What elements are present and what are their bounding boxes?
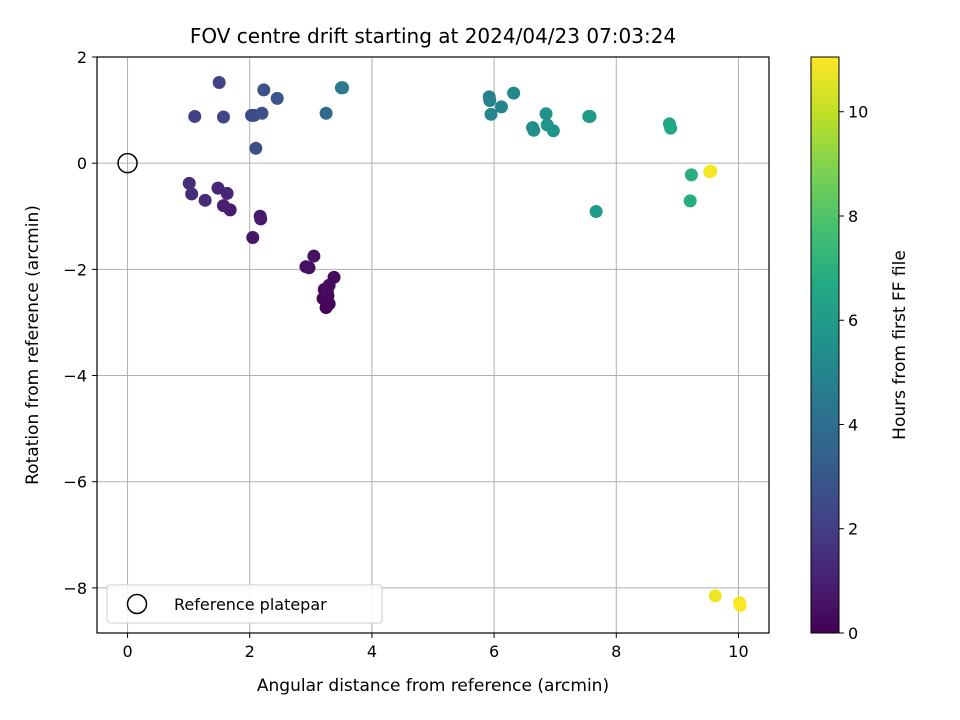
x-tick-label: 6 [489, 642, 499, 661]
gridlines [97, 56, 769, 633]
data-point [307, 249, 321, 263]
chart-title: FOV centre drift starting at 2024/04/23 … [190, 24, 676, 48]
x-tick-label: 2 [245, 642, 255, 661]
colorbar-tick-label: 8 [848, 207, 858, 226]
data-point [211, 181, 225, 195]
data-point [483, 94, 497, 108]
data-point [212, 75, 226, 89]
data-point [664, 121, 678, 135]
data-point [319, 106, 333, 120]
legend-box [106, 584, 383, 624]
data-point [182, 176, 196, 190]
colorbar-tick-label: 2 [848, 520, 858, 539]
data-point [270, 91, 284, 105]
x-tick-label: 0 [122, 642, 132, 661]
legend: Reference platepar [106, 584, 383, 624]
x-axis-ticks: 0 2 4 6 8 10 [122, 633, 749, 661]
data-point [257, 83, 271, 97]
data-point [188, 109, 202, 123]
colorbar-frame [810, 56, 840, 634]
colorbar-ticks: 0 2 4 6 8 10 [839, 103, 868, 643]
y-axis-ticks: 2 0 −2 −4 −6 −8 [63, 48, 97, 598]
y-tick-label: 0 [77, 154, 87, 173]
y-axis-label: Rotation from reference (arcmin) [23, 205, 43, 485]
colorbar: 0 2 4 6 8 10 Hours from first FF file [810, 56, 910, 643]
data-point [539, 107, 553, 121]
legend-label: Reference platepar [174, 595, 327, 614]
reference-marker [117, 152, 138, 174]
data-point [704, 164, 718, 178]
x-axis-label: Angular distance from reference (arcmin) [257, 676, 609, 696]
data-point [589, 204, 603, 218]
data-point [216, 110, 230, 124]
data-point [494, 100, 508, 114]
data-point [683, 194, 697, 208]
data-point [527, 123, 541, 137]
data-point [583, 109, 597, 123]
y-tick-label: −2 [63, 260, 87, 279]
x-tick-label: 4 [367, 642, 377, 661]
plot-frame [96, 56, 770, 634]
data-point [507, 86, 521, 100]
colorbar-tick-label: 4 [848, 415, 858, 434]
colorbar-tick-label: 6 [848, 311, 858, 330]
colorbar-label: Hours from first FF file [890, 250, 910, 440]
x-tick-label: 8 [611, 642, 621, 661]
data-point [198, 193, 212, 207]
colorbar-tick-label: 0 [848, 624, 858, 643]
data-point [255, 106, 269, 120]
data-point [246, 230, 260, 244]
y-tick-label: 2 [77, 48, 87, 67]
colorbar-tick-label: 10 [848, 103, 868, 122]
data-point [216, 199, 230, 213]
data-point [249, 141, 263, 155]
data-point [327, 270, 341, 284]
data-point [546, 124, 560, 138]
x-tick-label: 10 [728, 642, 748, 661]
data-point [320, 285, 334, 299]
data-points [182, 75, 747, 612]
data-point [302, 261, 316, 275]
data-point [684, 168, 698, 182]
y-tick-label: −6 [63, 473, 87, 492]
data-point [253, 209, 267, 223]
data-point [484, 107, 498, 121]
data-point [185, 187, 199, 201]
data-point [708, 589, 722, 603]
y-tick-label: −4 [63, 367, 87, 386]
legend-marker [126, 593, 148, 615]
data-point [733, 598, 747, 612]
reference-platepar-point [117, 152, 138, 174]
data-point [336, 81, 350, 95]
colorbar-gradient [811, 57, 839, 633]
y-tick-label: −8 [63, 579, 87, 598]
